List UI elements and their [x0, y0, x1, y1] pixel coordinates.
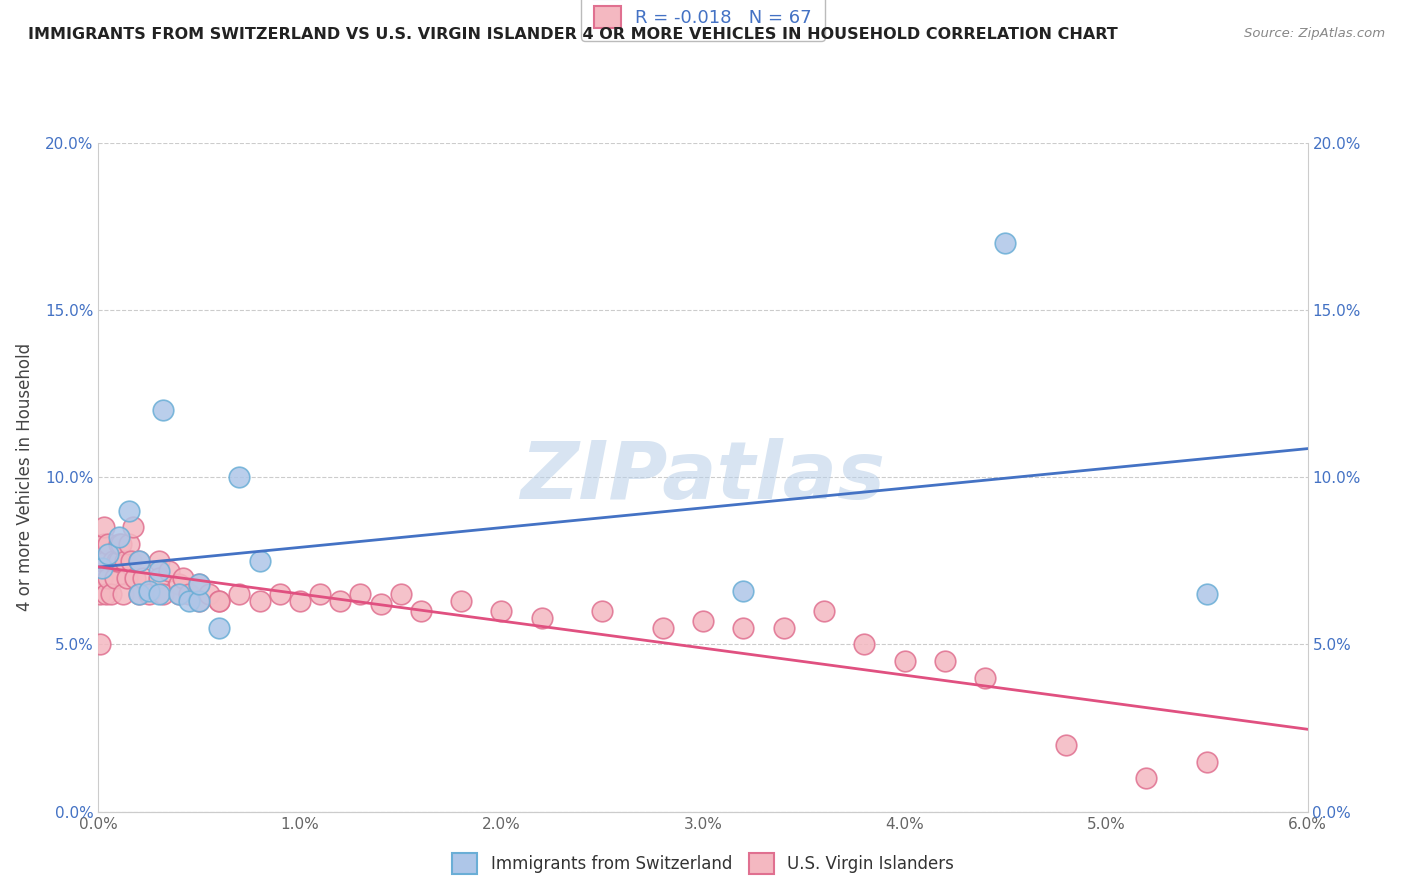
Point — [97, 547, 120, 561]
Point — [138, 583, 160, 598]
Point — [138, 587, 160, 601]
Point — [115, 571, 138, 585]
Point — [118, 503, 141, 517]
Point — [228, 587, 250, 601]
Point — [120, 554, 142, 568]
Point — [249, 554, 271, 568]
Point — [152, 403, 174, 417]
Point — [105, 554, 128, 568]
Point — [107, 530, 129, 544]
Point — [208, 594, 231, 608]
Point — [91, 554, 114, 568]
Point — [249, 594, 271, 608]
Point — [111, 587, 134, 601]
Point — [100, 587, 122, 601]
Point — [1054, 738, 1077, 752]
Point — [1195, 587, 1218, 601]
Point — [179, 587, 201, 601]
Point — [994, 235, 1017, 250]
Point — [208, 621, 231, 635]
Text: IMMIGRANTS FROM SWITZERLAND VS U.S. VIRGIN ISLANDER 4 OR MORE VEHICLES IN HOUSEH: IMMIGRANTS FROM SWITZERLAND VS U.S. VIRG… — [28, 27, 1118, 42]
Point — [974, 671, 997, 685]
Point — [93, 537, 115, 551]
Point — [148, 571, 170, 585]
Point — [101, 554, 124, 568]
Point — [893, 654, 915, 668]
Point — [110, 537, 132, 551]
Point — [651, 621, 673, 635]
Point — [103, 571, 125, 585]
Text: Source: ZipAtlas.com: Source: ZipAtlas.com — [1244, 27, 1385, 40]
Point — [692, 614, 714, 628]
Point — [188, 577, 211, 591]
Point — [309, 587, 332, 601]
Point — [179, 594, 201, 608]
Point — [269, 587, 291, 601]
Point — [93, 520, 115, 534]
Point — [1195, 755, 1218, 769]
Point — [167, 587, 190, 601]
Point — [853, 637, 876, 651]
Point — [188, 594, 211, 608]
Point — [148, 587, 170, 601]
Point — [91, 560, 114, 574]
Point — [128, 587, 150, 601]
Point — [1135, 771, 1157, 786]
Point — [157, 564, 180, 578]
Point — [450, 594, 472, 608]
Y-axis label: 4 or more Vehicles in Household: 4 or more Vehicles in Household — [15, 343, 34, 611]
Point — [89, 637, 111, 651]
Point — [107, 554, 129, 568]
Point — [198, 587, 221, 601]
Point — [114, 554, 136, 568]
Point — [97, 537, 120, 551]
Point — [591, 604, 613, 618]
Point — [208, 594, 231, 608]
Point — [107, 537, 129, 551]
Point — [148, 554, 170, 568]
Point — [128, 587, 150, 601]
Point — [288, 594, 311, 608]
Point — [329, 594, 352, 608]
Point — [813, 604, 835, 618]
Point — [188, 577, 211, 591]
Point — [167, 587, 190, 601]
Point — [121, 520, 143, 534]
Point — [934, 654, 956, 668]
Point — [491, 604, 513, 618]
Point — [97, 571, 120, 585]
Point — [733, 621, 755, 635]
Point — [152, 587, 174, 601]
Legend: Immigrants from Switzerland, U.S. Virgin Islanders: Immigrants from Switzerland, U.S. Virgin… — [446, 847, 960, 880]
Point — [733, 583, 755, 598]
Point — [118, 537, 141, 551]
Point — [132, 571, 155, 585]
Point — [389, 587, 412, 601]
Text: ZIPatlas: ZIPatlas — [520, 438, 886, 516]
Point — [530, 610, 553, 624]
Point — [772, 621, 794, 635]
Point — [409, 604, 432, 618]
Point — [148, 564, 170, 578]
Point — [91, 571, 114, 585]
Point — [172, 571, 194, 585]
Point — [128, 554, 150, 568]
Point — [228, 470, 250, 484]
Point — [167, 577, 190, 591]
Point — [96, 554, 118, 568]
Point — [124, 571, 146, 585]
Point — [370, 598, 392, 612]
Point — [349, 587, 371, 601]
Point — [89, 587, 111, 601]
Point — [96, 587, 118, 601]
Point — [128, 554, 150, 568]
Point — [188, 594, 211, 608]
